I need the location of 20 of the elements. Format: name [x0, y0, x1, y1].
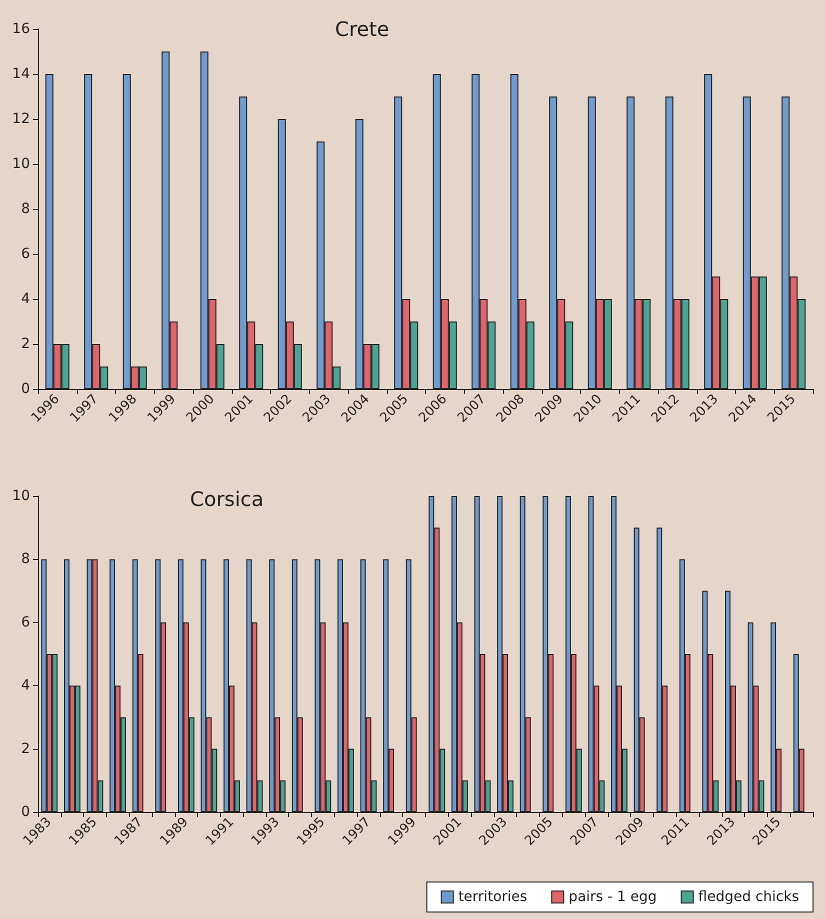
- legend-label: territories: [458, 889, 528, 905]
- y-tick-label: 0: [21, 381, 30, 397]
- y-tick-label: 8: [21, 201, 30, 217]
- y-tick-label: 4: [21, 291, 30, 307]
- y-tick-label: 10: [12, 156, 30, 172]
- legend-label: fledged chicks: [698, 889, 800, 905]
- y-tick-label: 6: [21, 246, 30, 262]
- chart-title: Crete: [335, 17, 390, 41]
- chart-title: Corsica: [190, 487, 264, 511]
- legend-label: pairs - 1 egg: [568, 889, 657, 905]
- y-tick-label: 2: [21, 336, 30, 352]
- y-tick-label: 14: [12, 66, 30, 82]
- y-tick-label: 12: [12, 111, 30, 127]
- y-tick-label: 6: [21, 614, 30, 630]
- y-tick-label: 16: [12, 21, 30, 37]
- y-tick-label: 10: [12, 488, 30, 504]
- y-tick-label: 0: [21, 804, 30, 820]
- y-tick-label: 2: [21, 740, 30, 757]
- y-tick-label: 4: [21, 678, 30, 694]
- y-tick-label: 8: [21, 551, 30, 568]
